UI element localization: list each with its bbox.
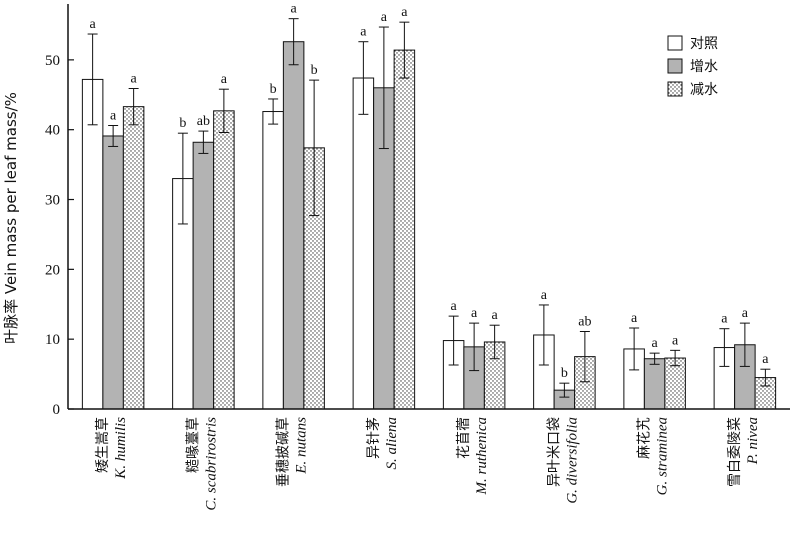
category-label-cn-6: 麻花艽 [637, 417, 653, 459]
bar-对照-2 [262, 111, 284, 410]
significance-label-减水-7: a [762, 352, 769, 367]
significance-label-对照-2: b [270, 82, 277, 97]
y-ticks-layer: 0 10 20 30 40 50 [45, 53, 74, 418]
category-label-cn-1: 糙喙薹草 [185, 417, 201, 473]
y-tick-label-0: 0 [53, 402, 61, 418]
bar-减水-1 [213, 110, 235, 410]
category-label-cn-3: 异针茅 [366, 417, 382, 459]
legend-label-对照: 对照 [690, 36, 718, 52]
significance-label-增水-5: b [561, 366, 568, 381]
significance-label-增水-6: a [652, 336, 659, 351]
legend-swatch-对照 [667, 35, 683, 51]
significance-label-对照-5: a [541, 288, 548, 303]
significance-label-对照-4: a [451, 299, 458, 314]
category-label-latin-6: G. straminea [655, 417, 671, 495]
bars-layer [81, 41, 777, 410]
category-label-latin-0: K. humilis [113, 417, 129, 480]
y-tick-label-50: 50 [45, 53, 60, 69]
bar-对照-3 [352, 77, 375, 410]
significance-label-增水-3: a [381, 10, 388, 25]
category-label-latin-3: S. aliena [384, 417, 400, 470]
category-label-cn-7: 雪白委陵菜 [727, 417, 743, 487]
y-tick-label-10: 10 [45, 332, 60, 348]
x-category-labels-layer: 矮生嵩草 K. humilis 糙喙薹草 C. scabrirostris 垂穗披碱草 E… [95, 417, 761, 511]
y-tick-label-20: 20 [45, 262, 60, 278]
axes-layer [67, 4, 790, 410]
category-label-cn-2: 垂穗披碱草 [276, 417, 292, 487]
legend-label-减水: 减水 [690, 82, 718, 98]
category-label-latin-7: P. nivea [745, 417, 761, 465]
legend-swatch-增水 [667, 58, 683, 74]
significance-label-减水-3: a [401, 5, 408, 20]
category-label-latin-2: E. nutans [294, 417, 310, 475]
category-label-latin-1: C. scabrirostris [203, 417, 219, 511]
significance-label-增水-1: ab [197, 114, 210, 129]
significance-label-减水-6: a [672, 333, 679, 348]
significance-label-减水-1: a [221, 72, 228, 87]
significance-label-减水-2: b [311, 63, 318, 78]
significance-label-对照-0: a [90, 17, 97, 32]
y-tick-label-30: 30 [45, 193, 60, 209]
category-label-latin-4: M. ruthenica [474, 417, 490, 495]
bar-增水-0 [102, 135, 124, 410]
significance-label-增水-4: a [471, 306, 478, 321]
significance-label-减水-0: a [131, 71, 138, 86]
bar-对照-0 [81, 78, 104, 410]
bar-减水-0 [122, 106, 145, 410]
y-axis-label: 叶脉率 Vein mass per leaf mass/% [2, 92, 20, 344]
bar-增水-6 [643, 358, 666, 410]
bar-增水-2 [282, 41, 305, 410]
significance-label-增水-0: a [110, 109, 117, 124]
significance-label-增水-2: a [291, 2, 298, 17]
legend-swatch-减水 [667, 81, 683, 97]
category-label-cn-5: 异叶米口袋 [546, 417, 562, 487]
y-tick-label-40: 40 [45, 123, 60, 139]
category-label-cn-0: 矮生嵩草 [95, 417, 111, 473]
significance-label-对照-7: a [721, 312, 728, 327]
category-label-cn-4: 花苜蓿 [455, 417, 472, 459]
bar-减水-3 [393, 49, 416, 410]
significance-label-增水-7: a [742, 306, 749, 321]
legend-label-增水: 增水 [690, 59, 718, 75]
bar-增水-1 [192, 141, 215, 410]
category-label-latin-5: G. diversifolia [564, 417, 580, 504]
significance-label-对照-6: a [631, 311, 638, 326]
error-bars-layer [87, 18, 771, 398]
significance-label-减水-5: ab [578, 314, 591, 329]
significance-label-减水-4: a [492, 308, 499, 323]
significance-label-对照-3: a [360, 25, 367, 40]
significance-label-对照-1: b [179, 116, 186, 131]
